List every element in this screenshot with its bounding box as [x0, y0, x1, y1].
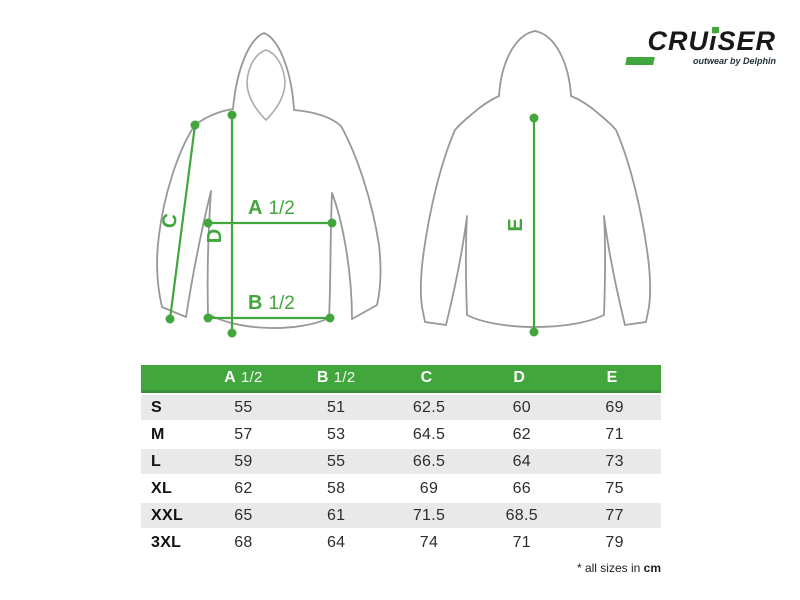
measure-dot [165, 314, 175, 324]
brand-logo: CRUiSER outwear by Delphin [625, 26, 776, 66]
size-label: L [151, 452, 162, 470]
green-badge-icon [625, 57, 655, 65]
table-cell: 68.5 [505, 506, 538, 524]
brand-wordmark: CRUiSER [626, 26, 776, 56]
table-cell: 62 [234, 479, 253, 497]
measure-dot [529, 113, 539, 123]
table-row-s: S 55 51 62.5 60 69 [141, 395, 661, 420]
brand-tagline: outwear by Delphin [692, 56, 776, 66]
label-e: E [505, 218, 527, 231]
label-a: A 1/2 [248, 197, 295, 219]
table-header-row: A 1/2 B 1/2 C D E [141, 365, 661, 393]
table-cell: 68 [234, 533, 253, 551]
measure-dot [327, 218, 337, 228]
size-label: M [151, 425, 165, 443]
label-b: B 1/2 [248, 292, 295, 314]
table-cell: 55 [326, 452, 346, 470]
size-label: XL [151, 479, 173, 497]
header-size-cell [141, 365, 197, 390]
table-cell: 79 [605, 533, 624, 551]
hoodie-back-outline [419, 30, 652, 328]
measure-dot [325, 313, 335, 323]
table-cell: 53 [326, 425, 346, 443]
measure-line-c [168, 124, 197, 320]
table-cell: 57 [234, 425, 253, 443]
measure-dot [227, 328, 237, 338]
col-header-e: E [606, 368, 618, 386]
hoodie-measurement-diagram: C D A 1/2 B 1/2 E [156, 30, 652, 338]
brand-text: CRU [647, 26, 709, 56]
table-cell: 66 [512, 479, 531, 497]
table-cell: 61 [326, 506, 346, 524]
table-row-l: L 59 55 66.5 64 73 [141, 449, 661, 474]
footnote-text: * all sizes in [576, 561, 644, 575]
measure-dot [190, 120, 200, 130]
size-label: S [151, 398, 162, 416]
table-cell: 77 [605, 506, 624, 524]
table-cell: 55 [234, 398, 253, 416]
table-row-3xl: 3XL 68 64 74 71 79 [141, 530, 661, 555]
table-cell: 62.5 [412, 398, 446, 416]
size-label: 3XL [151, 533, 182, 551]
measure-dot [529, 327, 539, 337]
table-cell: 69 [605, 398, 624, 416]
table-cell: 66.5 [412, 452, 446, 470]
hoodie-front-outline [156, 32, 382, 329]
table-row-xl: XL 62 58 69 66 75 [141, 476, 661, 501]
table-cell: 58 [326, 479, 346, 497]
measure-dot [203, 313, 213, 323]
label-d: D [204, 229, 226, 243]
table-row-xxl: XXL 65 61 71.5 68.5 77 [141, 503, 661, 528]
col-header-c: C [420, 368, 433, 386]
size-label: XXL [151, 506, 184, 524]
table-cell: 71.5 [412, 506, 446, 524]
table-cell: 64.5 [412, 425, 446, 443]
measure-dot [203, 218, 213, 228]
units-footnote: * all sizes in cm [577, 561, 661, 575]
label-c: C [158, 212, 182, 230]
table-cell: 74 [419, 533, 439, 551]
table-cell: 64 [512, 452, 531, 470]
hood-opening [246, 49, 286, 121]
col-header-a: A 1/2 [224, 368, 263, 387]
measure-dot [227, 110, 237, 120]
brand-subline: outwear by Delphin [625, 56, 776, 66]
footnote-unit: cm [643, 561, 661, 575]
table-cell: 71 [605, 425, 624, 443]
table-cell: 51 [326, 398, 346, 416]
table-cell: 59 [234, 452, 253, 470]
table-cell: 73 [605, 452, 624, 470]
col-header-d: D [513, 368, 526, 386]
table-cell: 62 [512, 425, 531, 443]
table-cell: 64 [326, 533, 346, 551]
table-cell: 75 [605, 479, 624, 497]
brand-i-green-dot: i [708, 26, 718, 56]
table-cell: 71 [512, 533, 531, 551]
table-cell: 65 [234, 506, 253, 524]
size-table: A 1/2 B 1/2 C D E S 55 51 62.5 60 69 M 57 … [141, 365, 661, 557]
table-row-m: M 57 53 64.5 62 71 [141, 422, 661, 447]
brand-text: SER [717, 26, 776, 56]
table-cell: 60 [512, 398, 531, 416]
col-header-b: B 1/2 [316, 368, 356, 387]
table-cell: 69 [419, 479, 439, 497]
